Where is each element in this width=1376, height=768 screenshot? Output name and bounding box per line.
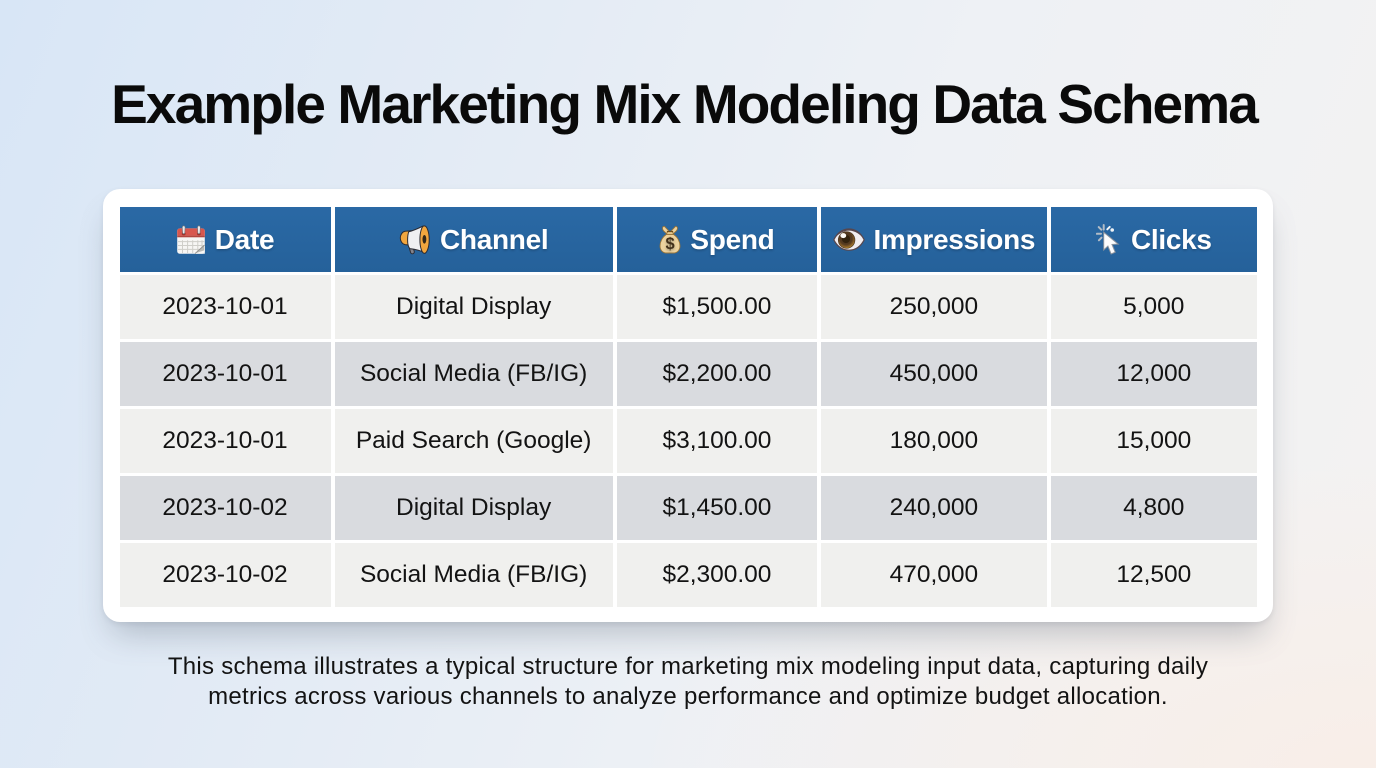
svg-text:$: $ [666, 235, 675, 253]
